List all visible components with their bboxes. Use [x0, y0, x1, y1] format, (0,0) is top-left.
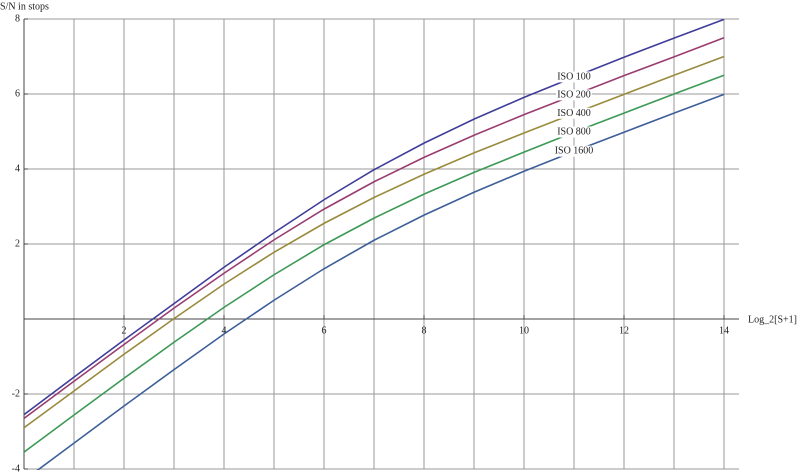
series-line	[24, 55, 725, 429]
label-background	[556, 89, 592, 101]
x-tick-label: 14	[719, 325, 729, 336]
y-axis-label: S/N in stops	[0, 1, 49, 12]
series-line	[24, 74, 725, 453]
x-axis-label: Log_2[S+1]	[748, 314, 797, 325]
x-tick-label: 2	[122, 325, 127, 336]
label-background	[556, 71, 592, 83]
series-label: ISO 200	[557, 89, 591, 100]
series-line	[36, 93, 725, 470]
x-tick-label: 6	[322, 325, 327, 336]
label-background	[556, 126, 592, 138]
y-tick-label: -2	[12, 388, 20, 399]
y-tick-label: 8	[15, 13, 20, 24]
series-label: ISO 400	[557, 108, 591, 119]
series-line	[24, 19, 725, 416]
x-tick-label: 8	[422, 325, 427, 336]
label-background	[556, 107, 592, 119]
series-label: ISO 1600	[555, 146, 594, 157]
y-tick-label: 6	[15, 88, 20, 99]
series-line	[24, 37, 725, 420]
x-tick-label: 12	[619, 325, 629, 336]
series-label: ISO 800	[557, 127, 591, 138]
series-label: ISO 100	[557, 71, 591, 82]
y-tick-label: -4	[12, 463, 20, 474]
x-tick-label: 4	[222, 325, 227, 336]
y-tick-label: 4	[15, 163, 20, 174]
plot-area	[24, 19, 725, 470]
y-tick-label: 2	[15, 238, 20, 249]
x-tick-label: 10	[519, 325, 529, 336]
label-background	[553, 145, 595, 157]
